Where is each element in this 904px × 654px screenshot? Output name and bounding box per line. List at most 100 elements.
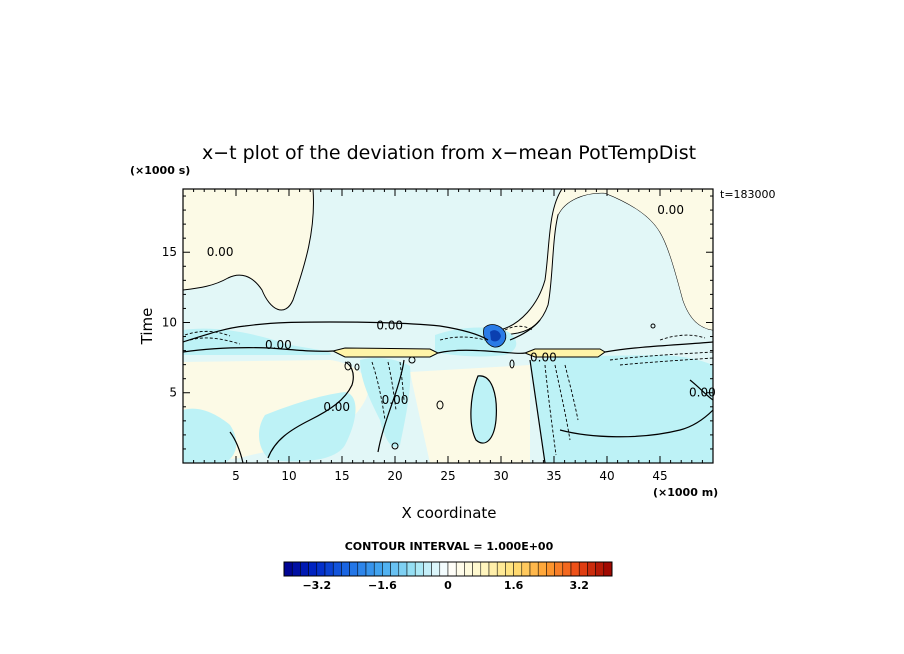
contour-negative-12 bbox=[504, 325, 533, 331]
x-tick-label: 45 bbox=[652, 469, 667, 483]
region-negative-4 bbox=[470, 374, 497, 444]
contour-interval-label: CONTOUR INTERVAL = 1.000E+00 bbox=[345, 540, 554, 553]
small-contour-2 bbox=[354, 363, 360, 371]
region-positive-upper-right-fill bbox=[558, 189, 713, 330]
colorbar-cell bbox=[398, 561, 408, 577]
region-positive-middle bbox=[410, 365, 530, 463]
colorbar-cell bbox=[513, 561, 523, 577]
colorbar-cell bbox=[447, 561, 457, 577]
colorbar-cell bbox=[562, 561, 572, 577]
colorbar-cell bbox=[455, 561, 465, 577]
small-contour-6 bbox=[650, 323, 656, 329]
y-tick-label: 5 bbox=[169, 386, 177, 400]
contour-label: 0.00 bbox=[376, 318, 403, 332]
colorbar-cell bbox=[603, 561, 613, 577]
contour-label: 0.00 bbox=[207, 245, 234, 259]
colorbar-cell bbox=[521, 561, 531, 577]
colorbar-cell bbox=[332, 561, 342, 577]
contour-zero-9 bbox=[689, 379, 713, 401]
colorbar-cell bbox=[496, 561, 506, 577]
y-tick-label: 10 bbox=[162, 315, 177, 329]
colorbar-tick-label: −3.2 bbox=[302, 579, 331, 592]
region-positive-upper-left bbox=[183, 189, 314, 311]
colorbar-cell bbox=[390, 561, 400, 577]
colorbar-tick-label: −1.6 bbox=[368, 579, 397, 592]
colorbar-cell bbox=[308, 561, 318, 577]
x-unit-label: (×1000 m) bbox=[653, 486, 718, 499]
colorbar-frame bbox=[283, 561, 613, 577]
x-tick-label: 30 bbox=[493, 469, 508, 483]
y-tick-label: 15 bbox=[162, 245, 177, 259]
contour-negative-3 bbox=[564, 364, 579, 421]
colorbar-cell bbox=[365, 561, 375, 577]
colorbar-cell bbox=[324, 561, 334, 577]
contour-label: 0.00 bbox=[382, 393, 409, 407]
contour-zero-7 bbox=[529, 359, 546, 463]
region-negative-1 bbox=[183, 408, 237, 463]
contour-label: 0.00 bbox=[323, 400, 350, 414]
small-contour-1 bbox=[344, 361, 352, 371]
colorbar-cell bbox=[480, 561, 490, 577]
x-tick-label: 25 bbox=[440, 469, 455, 483]
colorbar-cell bbox=[283, 561, 293, 577]
contour-label: 0.00 bbox=[265, 338, 292, 352]
contour-zero-2 bbox=[437, 349, 526, 355]
contour-zero-6 bbox=[470, 375, 497, 444]
region-negative-5 bbox=[530, 355, 713, 463]
region-negative-3 bbox=[360, 358, 411, 448]
contour-negative-2 bbox=[554, 364, 571, 441]
y-unit-label: (×1000 s) bbox=[130, 164, 190, 177]
contour-zero-3 bbox=[604, 341, 713, 353]
colorbar-cell bbox=[349, 561, 359, 577]
colorbar-tick-label: 3.2 bbox=[569, 579, 589, 592]
colorbar-cell bbox=[431, 561, 441, 577]
region-yellow-strip-1 bbox=[331, 347, 440, 358]
colorbar-cell bbox=[373, 561, 383, 577]
region-negative-2 bbox=[258, 392, 356, 462]
contour-label: 0.00 bbox=[657, 203, 684, 217]
colorbar-cell bbox=[464, 561, 473, 577]
contour-zero-lower bbox=[183, 347, 334, 353]
colorbar-cell bbox=[529, 561, 539, 577]
contour-negative-13 bbox=[659, 334, 706, 341]
y-axis-label: Time bbox=[138, 308, 156, 346]
colorbar-cell bbox=[406, 561, 416, 577]
colorbar-cell bbox=[595, 561, 605, 577]
colorbar-cell bbox=[505, 561, 514, 577]
colorbar-cell bbox=[357, 561, 367, 577]
contour-zero-5 bbox=[377, 359, 405, 453]
colorbar bbox=[283, 561, 613, 577]
colorbar-cell bbox=[554, 561, 564, 577]
colorbar-cell bbox=[414, 561, 424, 577]
colorbar-cell bbox=[291, 561, 301, 577]
x-tick-label: 5 bbox=[232, 469, 240, 483]
x-tick-label: 40 bbox=[599, 469, 614, 483]
colorbar-cell bbox=[546, 561, 555, 577]
contour-zero-10 bbox=[229, 431, 244, 463]
contour-negative-8 bbox=[619, 357, 713, 366]
x-tick-label: 20 bbox=[387, 469, 402, 483]
time-label: t=183000 bbox=[720, 188, 776, 201]
colorbar-cell bbox=[587, 561, 596, 577]
contour-negative-9 bbox=[184, 330, 231, 337]
contour-negative-7 bbox=[609, 351, 713, 361]
x-axis-ticks: 5 10 15 20 25 30 35 40 45 bbox=[193, 189, 703, 483]
contour-negative-6 bbox=[399, 361, 405, 401]
colorbar-cell bbox=[578, 561, 588, 577]
colorbar-tick-label: 1.6 bbox=[504, 579, 524, 592]
colorbar-labels: −3.2 −1.6 0 1.6 3.2 bbox=[302, 579, 589, 592]
y-axis-ticks: 5 10 15 bbox=[162, 195, 713, 450]
small-contour-7 bbox=[391, 442, 399, 450]
colorbar-cell bbox=[472, 561, 482, 577]
contour-field bbox=[183, 189, 713, 463]
contour-negative-11 bbox=[439, 336, 486, 341]
x-axis-label: X coordinate bbox=[401, 504, 496, 522]
colorbar-cell bbox=[537, 561, 547, 577]
contour-negative-5 bbox=[387, 361, 397, 411]
contour-labels: 0.00 0.00 0.00 0.00 0.00 0.00 0.00 0.00 bbox=[207, 203, 716, 414]
colorbar-cell bbox=[341, 561, 350, 577]
small-contour-5 bbox=[509, 359, 515, 369]
contour-zero-upper bbox=[183, 321, 489, 343]
small-contour-3 bbox=[408, 356, 416, 364]
